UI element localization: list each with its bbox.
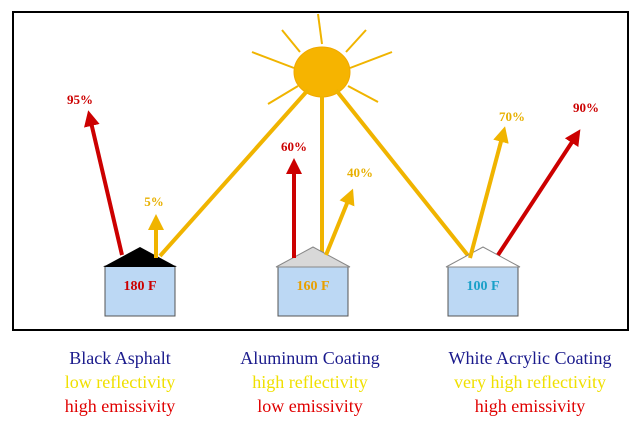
temperature: 160 F — [296, 279, 329, 294]
emissivity: high emissivity — [65, 396, 176, 416]
diagram: 95% 5% 60% 40% 90% 70% 180 F 160 F 100 F… — [0, 0, 640, 447]
temperature: 100 F — [466, 279, 499, 294]
reflectivity: low reflectivity — [65, 372, 175, 392]
reflectivity: very high reflectivity — [454, 372, 606, 392]
emissivity: low emissivity — [257, 396, 363, 416]
reflected-label: 40% — [347, 165, 373, 180]
roof-name: Aluminum Coating — [240, 348, 380, 368]
temperature: 180 F — [123, 279, 156, 294]
emitted-label: 60% — [281, 139, 307, 154]
reflectivity: high reflectivity — [252, 372, 367, 392]
roof-name: Black Asphalt — [69, 348, 171, 368]
reflected-label: 5% — [144, 194, 164, 209]
roof-name: White Acrylic Coating — [449, 348, 612, 368]
emissivity: high emissivity — [475, 396, 586, 416]
emitted-label: 90% — [573, 100, 599, 115]
emitted-label: 95% — [67, 92, 93, 107]
reflected-label: 70% — [499, 109, 525, 124]
